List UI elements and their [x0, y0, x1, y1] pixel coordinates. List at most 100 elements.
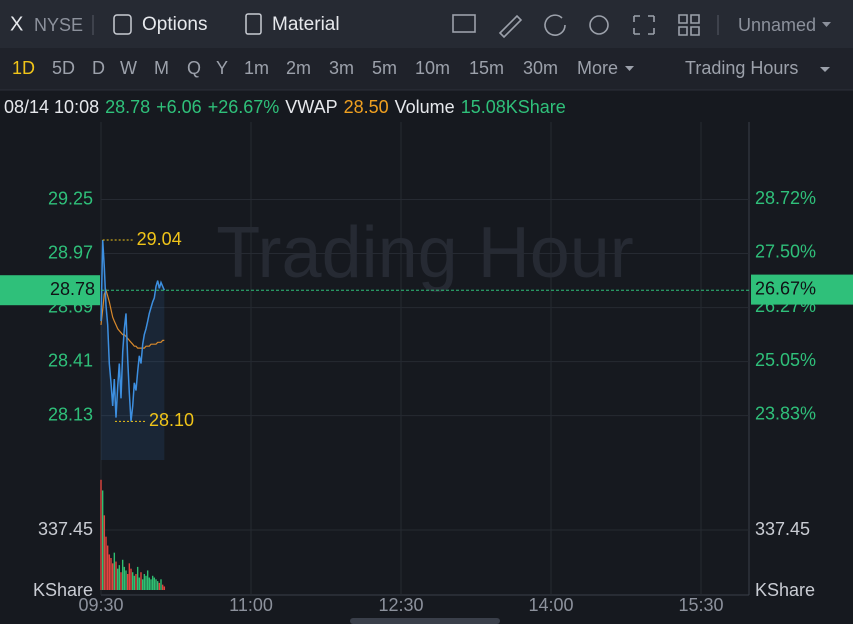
quote: 08/14 10:08 28.78 +6.06 +26.67% VWAP 28.50 Vol… [4, 97, 566, 117]
layout-name[interactable]: Unnamed [738, 15, 816, 35]
period-tab[interactable]: 15m [469, 58, 504, 78]
vwap-label: VWAP [285, 97, 337, 117]
x-tick-label: 09:30 [78, 595, 123, 615]
draw-icon[interactable] [498, 14, 523, 39]
volume-bar [141, 579, 144, 590]
volume-value: 15.08KShare [461, 97, 566, 117]
volume-bar [123, 566, 126, 590]
caret [822, 22, 831, 27]
fullscreen-icon[interactable] [633, 15, 655, 35]
volume-bar [106, 545, 109, 590]
volume-bar [153, 577, 156, 590]
layout-icon[interactable] [678, 14, 700, 36]
y2-tick-label: 23.83% [755, 404, 816, 424]
y-tick-label: 29.25 [48, 188, 93, 208]
volume-bar [161, 584, 164, 590]
volume-bar [130, 568, 132, 590]
settings-icon[interactable] [589, 15, 609, 35]
period-tab[interactable]: Y [216, 58, 228, 78]
last-price-label: 28.78 [50, 279, 95, 299]
y-tick-label: 28.13 [48, 404, 93, 424]
period-tab[interactable]: 1m [244, 58, 269, 78]
caret [820, 67, 830, 72]
quote-change-pct: +26.67% [208, 97, 280, 117]
period-tab[interactable]: M [154, 58, 169, 78]
quote-change: +6.06 [156, 97, 202, 117]
y-tick-label: 28.97 [48, 242, 93, 262]
price-line [100, 239, 165, 422]
last-price-tag [0, 275, 100, 306]
volume-bar [115, 561, 117, 590]
material-icon[interactable] [245, 13, 262, 35]
y-tick-label: 28.41 [48, 350, 93, 370]
scrollbar[interactable] [350, 618, 500, 624]
last-pct-tag [751, 274, 853, 305]
period-tab[interactable]: 3m [329, 58, 354, 78]
session-select[interactable]: Trading Hours [685, 58, 798, 78]
refresh-icon[interactable] [544, 14, 566, 36]
volume-bar [128, 563, 131, 590]
period-tab[interactable]: Q [187, 58, 201, 78]
volume-bar [138, 577, 141, 590]
volume-bar [133, 575, 136, 590]
volume-bar [156, 581, 159, 590]
volume-bar [100, 479, 102, 590]
volume-bar [116, 568, 119, 590]
volume-bar [118, 565, 121, 590]
tool-icons [452, 14, 700, 39]
volume-bar [135, 574, 137, 590]
volume-bar [105, 536, 107, 590]
volume-bar [108, 554, 111, 590]
volume-bar [163, 586, 166, 590]
quote-time: 08/14 10:08 [4, 97, 99, 117]
volume-bar [121, 559, 124, 590]
volume-bar [110, 558, 112, 590]
low-label: 28.10 [149, 410, 194, 430]
volume-label: Volume [395, 97, 455, 117]
volume-bar [111, 563, 114, 590]
volume-bar [151, 575, 154, 590]
period-tab[interactable]: 2m [286, 58, 311, 78]
y2-tick-label: 28.72% [755, 188, 816, 208]
period-tab[interactable]: W [120, 58, 137, 78]
high-label: 29.04 [137, 229, 182, 249]
period-tab[interactable]: 10m [415, 58, 450, 78]
period-tab[interactable]: 5D [52, 58, 75, 78]
volume-tick-label: 337.45 [755, 519, 810, 539]
period-tab[interactable]: 30m [523, 58, 558, 78]
period-tab[interactable]: 5m [372, 58, 397, 78]
x-tick-label: 12:30 [378, 595, 423, 615]
x-tick-label: 11:00 [229, 595, 273, 615]
indicator-icon[interactable] [452, 14, 476, 33]
volume-tick-label: 337.45 [38, 519, 93, 539]
x-tick-label: 14:00 [528, 595, 573, 615]
volume-bar [136, 566, 139, 590]
x-tick-label: 15:30 [678, 595, 723, 615]
watermark: Trading Hour [216, 213, 634, 293]
vwap-line [100, 288, 165, 349]
last-pct-label: 26.67% [755, 278, 816, 298]
period-tab[interactable]: More [577, 58, 618, 78]
options-button[interactable]: Options [142, 14, 207, 35]
y2-tick-label: 27.50% [755, 242, 816, 262]
y2-tick-label: 25.05% [755, 350, 816, 370]
volume-bar [146, 570, 149, 590]
quote-price: 28.78 [105, 97, 150, 117]
volume-bar [143, 574, 146, 590]
volume-bar [125, 570, 127, 590]
volume-bar [101, 490, 104, 590]
options-icon[interactable] [113, 14, 132, 35]
symbol[interactable]: X [10, 13, 23, 35]
period-tab[interactable]: D [92, 58, 105, 78]
period-bar [0, 48, 853, 90]
material-button[interactable]: Material [272, 14, 340, 35]
period-tab[interactable]: 1D [12, 58, 35, 78]
volume-unit: KShare [755, 580, 815, 600]
exchange: NYSE [34, 15, 83, 35]
volume-bar [160, 579, 162, 590]
volume-bar [103, 515, 106, 590]
toolbar [0, 0, 853, 48]
volume-bar [158, 582, 161, 590]
